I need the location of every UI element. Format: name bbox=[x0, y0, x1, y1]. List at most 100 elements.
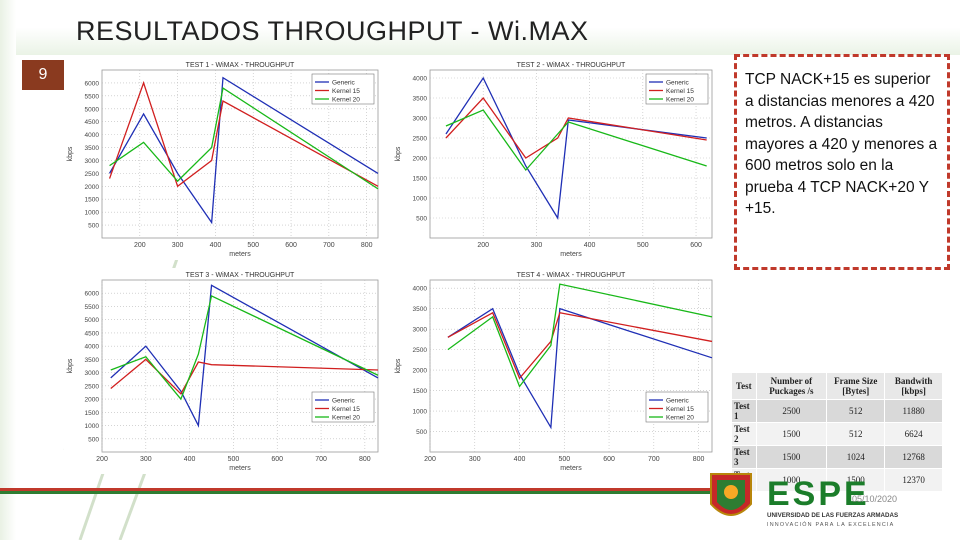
chart-svg: 200 300 400 500 600 700 800 500 1000 1500 2000 2500… bbox=[395, 272, 713, 472]
x-tick-label: 300 bbox=[140, 456, 152, 463]
x-axis-label: meters bbox=[560, 251, 582, 258]
y-tick-label: 3500 bbox=[85, 357, 100, 364]
x-tick-label: 700 bbox=[648, 456, 660, 463]
legend-label: Generic bbox=[332, 398, 356, 405]
y-tick-label: 2500 bbox=[85, 383, 100, 390]
legend-label: Kernel 20 bbox=[666, 415, 694, 422]
y-tick-label: 1000 bbox=[413, 409, 428, 416]
x-tick-label: 400 bbox=[584, 242, 596, 249]
y-tick-label: 3500 bbox=[413, 306, 428, 313]
x-tick-label: 800 bbox=[359, 456, 371, 463]
series-line-kernel-15 bbox=[445, 96, 707, 159]
table-header: Test bbox=[731, 372, 757, 400]
x-tick-label: 600 bbox=[603, 456, 615, 463]
series-line-kernel-20 bbox=[447, 283, 713, 388]
table-cell: 6624 bbox=[884, 422, 943, 446]
legend-label: Kernel 15 bbox=[332, 88, 360, 95]
x-tick-label: 700 bbox=[315, 456, 327, 463]
conclusion-note: TCP NACK+15 es superior a distancias men… bbox=[734, 54, 950, 270]
legend-label: Kernel 20 bbox=[332, 415, 360, 422]
slide-date: 05/10/2020 bbox=[852, 494, 898, 504]
series-line-kernel-15 bbox=[447, 311, 713, 380]
y-tick-label: 1000 bbox=[85, 423, 100, 430]
y-tick-label: 4000 bbox=[413, 286, 428, 293]
x-tick-label: 400 bbox=[514, 456, 526, 463]
y-axis-label: kbps bbox=[395, 146, 402, 161]
table-cell: 1024 bbox=[826, 445, 886, 469]
chart-title: TEST 2 - WiMAX - THROUGHPUT bbox=[517, 62, 626, 69]
y-tick-label: 2000 bbox=[413, 368, 428, 375]
x-tick-label: 500 bbox=[247, 242, 259, 249]
x-axis-label: meters bbox=[229, 251, 251, 258]
x-tick-label: 200 bbox=[96, 456, 108, 463]
y-tick-label: 6000 bbox=[85, 291, 100, 298]
x-tick-label: 500 bbox=[637, 242, 649, 249]
y-tick-label: 2500 bbox=[413, 347, 428, 354]
y-tick-label: 4000 bbox=[85, 344, 100, 351]
y-tick-label: 1500 bbox=[413, 176, 428, 183]
x-tick-label: 500 bbox=[558, 456, 570, 463]
espe-logo: ESPE UNIVERSIDAD DE LAS FUERZAS ARMADAS … bbox=[710, 473, 898, 528]
x-axis-label: meters bbox=[229, 465, 251, 472]
x-tick-label: 200 bbox=[424, 456, 436, 463]
left-band bbox=[0, 0, 16, 540]
x-tick-label: 500 bbox=[228, 456, 240, 463]
table-header: Frame Size [Bytes] bbox=[826, 372, 886, 400]
chart-svg: 200 300 400 500 600 500 1000 1500 2000 2500 3000 35… bbox=[395, 62, 713, 258]
legend-label: Kernel 15 bbox=[666, 406, 694, 413]
chart-svg: 200 300 400 500 600 700 800 500 1000 1500 2000 2500… bbox=[67, 272, 379, 472]
series-line-kernel-20 bbox=[109, 87, 379, 190]
x-tick-label: 200 bbox=[134, 242, 146, 249]
chart-test-4: 200 300 400 500 600 700 800 500 1000 1500 2000 2500… bbox=[392, 268, 718, 474]
y-axis-label: kbps bbox=[67, 358, 74, 373]
x-tick-label: 800 bbox=[361, 242, 373, 249]
footer-bar bbox=[0, 488, 740, 494]
y-tick-label: 500 bbox=[88, 223, 99, 230]
chart-title: TEST 4 - WiMAX - THROUGHPUT bbox=[517, 272, 626, 279]
y-tick-label: 1500 bbox=[85, 197, 100, 204]
table-header-row: Test Number of Puckages /s Frame Size [B… bbox=[731, 372, 943, 400]
table-cell: Test 2 bbox=[731, 422, 757, 446]
y-tick-label: 2000 bbox=[85, 184, 100, 191]
y-tick-label: 500 bbox=[416, 429, 427, 436]
legend-label: Generic bbox=[666, 398, 690, 405]
legend-label: Generic bbox=[666, 80, 690, 87]
y-tick-label: 3500 bbox=[85, 145, 100, 152]
y-tick-label: 6000 bbox=[85, 80, 100, 87]
y-tick-label: 1000 bbox=[413, 196, 428, 203]
y-tick-label: 500 bbox=[416, 216, 427, 223]
slide-number: 9 bbox=[22, 60, 64, 90]
legend-label: Kernel 15 bbox=[666, 88, 694, 95]
table-header: Bandwith [kbps] bbox=[884, 372, 943, 400]
y-tick-label: 3000 bbox=[85, 158, 100, 165]
university-motto: INNOVACIÓN PARA LA EXCELENCIA bbox=[767, 521, 894, 528]
y-tick-label: 2500 bbox=[413, 136, 428, 143]
plot-area bbox=[429, 279, 713, 453]
y-tick-label: 1500 bbox=[85, 410, 100, 417]
table-cell: Test 1 bbox=[731, 399, 757, 423]
y-tick-label: 5000 bbox=[85, 106, 100, 113]
y-tick-label: 500 bbox=[88, 436, 99, 443]
x-tick-label: 300 bbox=[531, 242, 543, 249]
y-tick-label: 5000 bbox=[85, 317, 100, 324]
university-crest-icon bbox=[710, 473, 752, 516]
legend-box bbox=[645, 391, 709, 423]
chart-test-2: 200 300 400 500 600 500 1000 1500 2000 2500 3000 35… bbox=[392, 58, 718, 260]
table-row: Test 2 1500 512 6624 bbox=[731, 422, 943, 446]
university-name: UNIVERSIDAD DE LAS FUERZAS ARMADAS bbox=[767, 512, 898, 519]
chart-test-1: 200 300 400 500 600 700 800 500 1000 1500 2000 2500… bbox=[64, 58, 384, 260]
x-tick-label: 600 bbox=[690, 242, 702, 249]
chart-test-3: 200 300 400 500 600 700 800 500 1000 1500 2000 2500… bbox=[64, 268, 384, 474]
legend-label: Kernel 20 bbox=[332, 97, 360, 104]
legend-label: Kernel 15 bbox=[332, 406, 360, 413]
y-tick-label: 3500 bbox=[413, 96, 428, 103]
table-row: Test 3 1500 1024 12768 bbox=[731, 445, 943, 469]
conclusion-text: TCP NACK+15 es superior a distancias men… bbox=[745, 71, 938, 217]
x-tick-label: 400 bbox=[184, 456, 196, 463]
brand-text: ESPE bbox=[767, 475, 870, 513]
chart-title: TEST 3 - WiMAX - THROUGHPUT bbox=[186, 272, 295, 279]
x-tick-label: 300 bbox=[172, 242, 184, 249]
table-cell: Test 3 bbox=[731, 445, 757, 469]
table-cell: 2500 bbox=[755, 399, 828, 423]
table-cell: 12768 bbox=[884, 445, 943, 469]
